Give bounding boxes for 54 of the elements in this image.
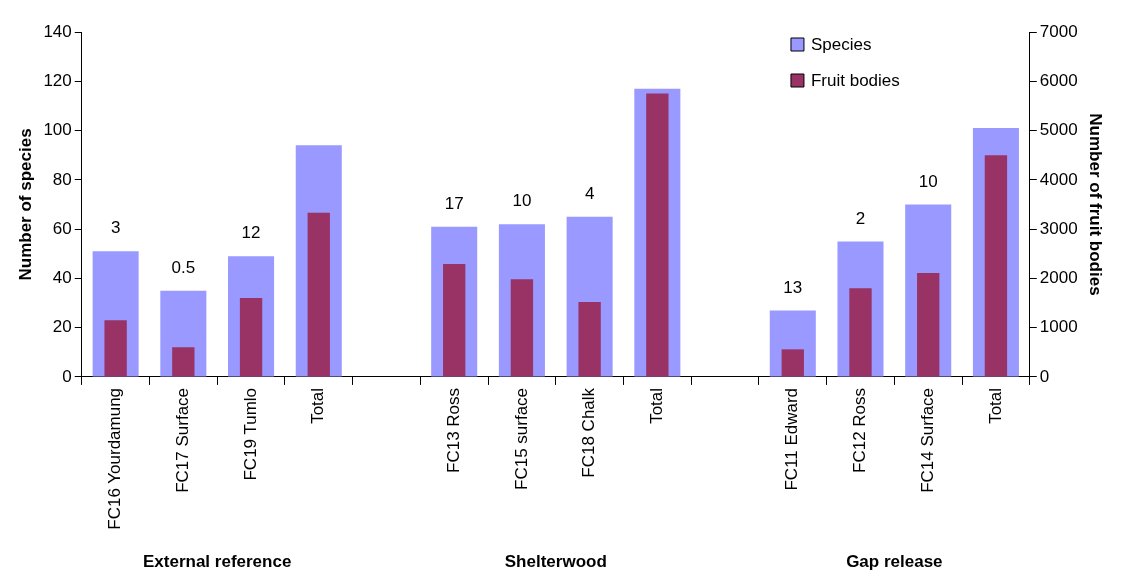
text: Gap release — [846, 552, 943, 572]
y-tick-label: 80 — [52, 169, 72, 189]
bar — [849, 288, 872, 377]
y-tick-label: 60 — [52, 218, 72, 238]
annotation: 13 — [783, 277, 803, 297]
y-tick-label: 0 — [62, 366, 72, 386]
legend-label: Fruit bodies — [810, 70, 900, 90]
y-tick-label: 40 — [52, 268, 72, 288]
y2-tick-label: 7000 — [1039, 21, 1078, 41]
y2-tick-label: 1000 — [1039, 317, 1078, 337]
bar — [510, 279, 534, 377]
annotation: 10 — [512, 191, 532, 211]
y-tick-label: 140 — [43, 21, 72, 41]
x-tick-label: Total — [985, 387, 1005, 424]
annotation: 0.5 — [171, 257, 196, 277]
bar — [104, 320, 127, 377]
x-tick-label: Total — [308, 387, 328, 424]
x-tick-label: FC11 Edward — [782, 387, 802, 491]
x-tick-label: FC15 surface — [511, 387, 531, 490]
legend-label: Species — [810, 34, 872, 54]
text: External reference — [143, 552, 292, 572]
annotation: 10 — [918, 171, 938, 191]
y2-axis-title: Number of fruit bodies — [1086, 113, 1106, 296]
x-tick-label: FC16 Yourdamung — [105, 387, 125, 530]
annotation: 17 — [444, 193, 464, 213]
bar — [917, 272, 940, 377]
x-tick-label: FC17 Surface — [173, 387, 193, 493]
y-tick-label: 20 — [52, 317, 72, 337]
y2-tick-label: 4000 — [1039, 169, 1078, 189]
y2-tick-label: 6000 — [1039, 70, 1078, 90]
annotation: 3 — [110, 218, 121, 238]
y2-tick-label: 3000 — [1039, 218, 1078, 238]
x-tick-label: FC13 Ross — [443, 387, 463, 473]
x-tick-label: FC19 Tumlo — [240, 387, 260, 481]
annotation: 4 — [584, 183, 595, 203]
text: Shelterwood — [504, 552, 607, 572]
y2-tick-label: 0 — [1039, 366, 1050, 386]
y-axis-title: Number of species — [15, 128, 35, 281]
bar — [578, 302, 601, 377]
y-tick-label: 120 — [43, 70, 72, 90]
y2-tick-label: 2000 — [1039, 268, 1078, 288]
x-tick-label: Total — [647, 387, 667, 424]
x-tick-label: FC14 Surface — [917, 387, 937, 493]
bar — [172, 347, 195, 377]
y-tick-label: 100 — [43, 120, 72, 140]
bar — [307, 212, 330, 377]
annotation: 2 — [855, 208, 866, 228]
x-tick-label: FC18 Chalk — [579, 387, 599, 478]
bar — [443, 264, 466, 377]
y2-tick-label: 5000 — [1039, 120, 1078, 140]
bar — [239, 298, 263, 377]
annotation: 12 — [241, 223, 261, 243]
x-tick-label: FC12 Ross — [850, 387, 870, 473]
bar — [781, 349, 804, 377]
